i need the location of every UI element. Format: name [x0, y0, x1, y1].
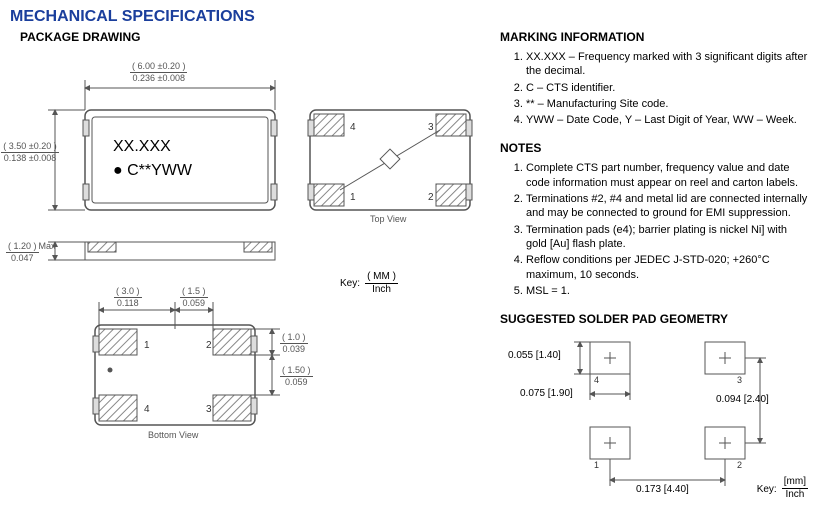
marking-info-list: XX.XXX – Frequency marked with 3 signifi… — [500, 50, 810, 127]
solder-pad-drawing: 4 3 1 2 0.055 [1.40 — [500, 332, 810, 502]
section-package-drawing: PACKAGE DRAWING — [20, 30, 480, 44]
main-title: MECHANICAL SPECIFICATIONS — [10, 8, 807, 26]
svg-text:2: 2 — [737, 460, 742, 470]
solder-d1: 0.055 [1.40] — [508, 350, 561, 361]
section-notes: NOTES — [500, 141, 810, 155]
bottom-view-label: Bottom View — [148, 430, 198, 440]
dim-pw1: ( 3.0 ) 0.118 — [114, 287, 142, 308]
svg-text:3: 3 — [206, 404, 212, 415]
section-solder-pad: SUGGESTED SOLDER PAD GEOMETRY — [500, 312, 810, 326]
svg-text:4: 4 — [350, 122, 356, 133]
key-legend: Key: ( MM ) Inch — [340, 272, 398, 295]
solder-d2: 0.075 [1.90] — [520, 388, 573, 399]
dim-thickness: ( 1.20 ) 0.047 Max — [6, 240, 56, 263]
svg-text:2: 2 — [206, 340, 212, 351]
dim-pw2: ( 1.5 ) 0.059 — [180, 287, 208, 308]
dim-width: ( 6.00 ±0.20 ) 0.236 ±0.008 — [130, 62, 187, 83]
solder-d4: 0.173 [4.40] — [636, 484, 689, 495]
svg-text:4: 4 — [594, 375, 599, 385]
marking-item: XX.XXX – Frequency marked with 3 signifi… — [526, 50, 810, 79]
svg-text:1: 1 — [594, 460, 599, 470]
svg-text:2: 2 — [428, 192, 434, 203]
notes-item: MSL = 1. — [526, 284, 810, 298]
marking-item: C – CTS identifier. — [526, 81, 810, 95]
svg-text:1: 1 — [144, 340, 150, 351]
notes-item: Complete CTS part number, frequency valu… — [526, 161, 810, 190]
marking-line1: XX.XXX — [113, 138, 171, 156]
dim-ph2: ( 1.50 ) 0.059 — [280, 366, 313, 387]
section-marking-info: MARKING INFORMATION — [500, 30, 810, 44]
marking-item: YWW – Date Code, Y – Last Digit of Year,… — [526, 113, 810, 127]
dim-ph1: ( 1.0 ) 0.039 — [280, 333, 308, 354]
notes-item: Termination pads (e4); barrier plating i… — [526, 223, 810, 252]
solder-d3: 0.094 [2.40] — [716, 394, 769, 405]
package-drawing: 4 3 1 2 1 2 4 3 — [10, 50, 480, 470]
svg-text:3: 3 — [737, 375, 742, 385]
solder-key: Key: [mm] Inch — [757, 477, 808, 500]
svg-text:1: 1 — [350, 192, 356, 203]
svg-text:3: 3 — [428, 122, 434, 133]
marking-line2: ● C**YWW — [113, 162, 192, 180]
notes-item: Terminations #2, #4 and metal lid are co… — [526, 192, 810, 221]
notes-item: Reflow conditions per JEDEC J-STD-020; +… — [526, 253, 810, 282]
marking-item: ** – Manufacturing Site code. — [526, 97, 810, 111]
svg-text:4: 4 — [144, 404, 150, 415]
notes-list: Complete CTS part number, frequency valu… — [500, 161, 810, 298]
dim-height: ( 3.50 ±0.20 ) 0.138 ±0.008 — [0, 142, 60, 163]
top-view-label: Top View — [370, 214, 406, 224]
